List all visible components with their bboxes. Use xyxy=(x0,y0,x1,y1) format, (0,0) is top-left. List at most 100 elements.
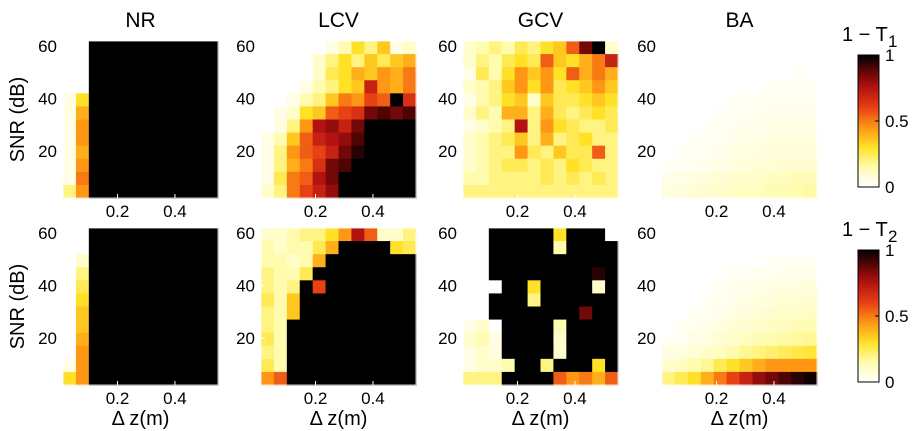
heatmap-cell xyxy=(501,332,516,347)
heatmap-cell xyxy=(527,254,542,268)
heatmap-cell xyxy=(390,254,404,268)
heatmap-cell xyxy=(205,358,219,373)
heatmap-cell xyxy=(592,158,606,173)
heatmap-cell xyxy=(75,306,90,321)
heatmap-cell xyxy=(713,293,728,308)
heatmap-cell xyxy=(364,293,378,308)
panel-frame xyxy=(260,227,417,386)
y-tick-label: 40 xyxy=(38,277,57,296)
heatmap-cell xyxy=(166,119,180,134)
heatmap-cell xyxy=(403,132,417,147)
x-tick-label: 0.4 xyxy=(762,202,786,221)
heatmap-cell xyxy=(726,358,741,373)
heatmap-cell xyxy=(592,67,606,81)
heatmap-cell xyxy=(166,228,180,242)
heatmap-cell xyxy=(192,158,206,173)
heatmap-cell xyxy=(662,267,676,281)
heatmap-cell xyxy=(88,254,103,268)
heatmap-cell xyxy=(527,241,542,255)
heatmap-cell xyxy=(605,254,619,268)
heatmap-cell xyxy=(674,67,689,81)
heatmap-cell xyxy=(403,67,417,81)
heatmap-cell xyxy=(325,145,340,160)
heatmap-cell xyxy=(687,41,702,55)
heatmap-cell xyxy=(390,106,404,121)
heatmap-cell xyxy=(205,228,219,242)
heatmap-cell xyxy=(101,228,116,242)
heatmap-cell xyxy=(475,280,490,295)
heatmap-cell xyxy=(286,67,301,81)
heatmap-cell xyxy=(540,345,555,360)
heatmap-cell xyxy=(804,132,818,147)
heatmap-cell xyxy=(192,54,206,68)
heatmap-cell xyxy=(351,280,365,295)
heatmap-cell xyxy=(713,132,728,147)
heatmap-cell xyxy=(752,228,766,242)
heatmap-cell xyxy=(726,293,741,308)
heatmap-cell xyxy=(662,158,676,173)
heatmap-cell xyxy=(286,184,301,199)
heatmap-cell xyxy=(261,371,275,386)
heatmap-cell xyxy=(179,184,193,199)
heatmap-cell xyxy=(804,306,818,321)
y-tick-label: 20 xyxy=(236,329,255,348)
heatmap-cell xyxy=(261,241,275,255)
heatmap-cell xyxy=(553,80,567,94)
heatmap-cell xyxy=(566,358,580,373)
heatmap-cell xyxy=(739,80,754,94)
heatmap-cell xyxy=(765,106,779,121)
y-tick-label: 60 xyxy=(637,224,656,243)
heatmap-cell xyxy=(140,332,155,347)
heatmap-cell xyxy=(390,67,404,81)
heatmap-cell xyxy=(403,254,417,268)
heatmap-cell xyxy=(63,158,77,173)
heatmap-cell xyxy=(205,158,219,173)
heatmap-cell xyxy=(127,106,142,121)
heatmap-cell xyxy=(804,80,818,94)
heatmap-cell xyxy=(804,54,818,68)
heatmap-cell xyxy=(88,80,103,94)
heatmap-cell xyxy=(579,345,593,360)
heatmap-cell xyxy=(192,119,206,134)
heatmap-cell xyxy=(140,319,155,334)
panel-frame xyxy=(260,40,417,199)
heatmap-cell xyxy=(273,41,288,55)
heatmap-cell xyxy=(540,119,555,134)
heatmap-cell xyxy=(514,345,529,360)
heatmap-cell xyxy=(75,171,90,186)
heatmap-cell xyxy=(488,241,503,255)
heatmap-cell xyxy=(687,319,702,334)
heatmap-cell xyxy=(488,41,503,55)
heatmap-cell xyxy=(179,119,193,134)
heatmap-cell xyxy=(514,41,529,55)
heatmap-cell xyxy=(700,319,715,334)
heatmap-cell xyxy=(179,93,193,108)
heatmap-cell xyxy=(514,319,529,334)
heatmap-cell xyxy=(765,306,779,321)
heatmap-cell xyxy=(75,345,90,360)
heatmap-cell xyxy=(687,267,702,281)
heatmap-cell xyxy=(390,319,404,334)
heatmap-cell xyxy=(713,371,728,386)
heatmap-cell xyxy=(674,145,689,160)
heatmap-cell xyxy=(377,80,391,94)
heatmap-cell xyxy=(205,132,219,147)
heatmap-cell xyxy=(114,306,129,321)
heatmap-cell xyxy=(364,93,378,108)
heatmap-cell xyxy=(390,158,404,173)
heatmap-cell xyxy=(192,280,206,295)
heatmap-cell xyxy=(674,184,689,199)
heatmap-cell xyxy=(475,306,490,321)
heatmap-cell xyxy=(752,132,766,147)
heatmap-cell xyxy=(286,306,301,321)
heatmap-cell xyxy=(312,241,327,255)
heatmap-cell xyxy=(739,106,754,121)
heatmap-cell xyxy=(338,228,353,242)
heatmap-cell xyxy=(765,54,779,68)
heatmap-cell xyxy=(592,145,606,160)
heatmap-cell xyxy=(192,254,206,268)
heatmap-cell xyxy=(101,93,116,108)
heatmap-cell xyxy=(778,254,792,268)
heatmap-cell xyxy=(338,67,353,81)
heatmap-cell xyxy=(364,158,378,173)
